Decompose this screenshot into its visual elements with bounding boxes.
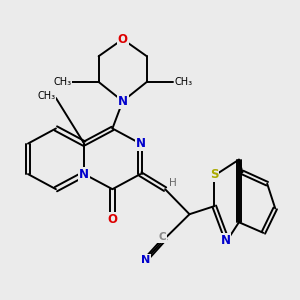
Text: N: N xyxy=(220,234,230,247)
Text: CH₃: CH₃ xyxy=(38,92,56,101)
Text: O: O xyxy=(118,33,128,46)
Text: N: N xyxy=(118,95,128,108)
Text: H: H xyxy=(169,178,177,188)
Text: O: O xyxy=(107,213,117,226)
Text: CH₃: CH₃ xyxy=(53,77,71,87)
Text: N: N xyxy=(136,137,146,150)
Text: N: N xyxy=(141,255,150,265)
Text: N: N xyxy=(79,168,89,181)
Text: S: S xyxy=(210,168,218,181)
Text: CH₃: CH₃ xyxy=(174,77,192,87)
Text: C: C xyxy=(158,232,166,242)
